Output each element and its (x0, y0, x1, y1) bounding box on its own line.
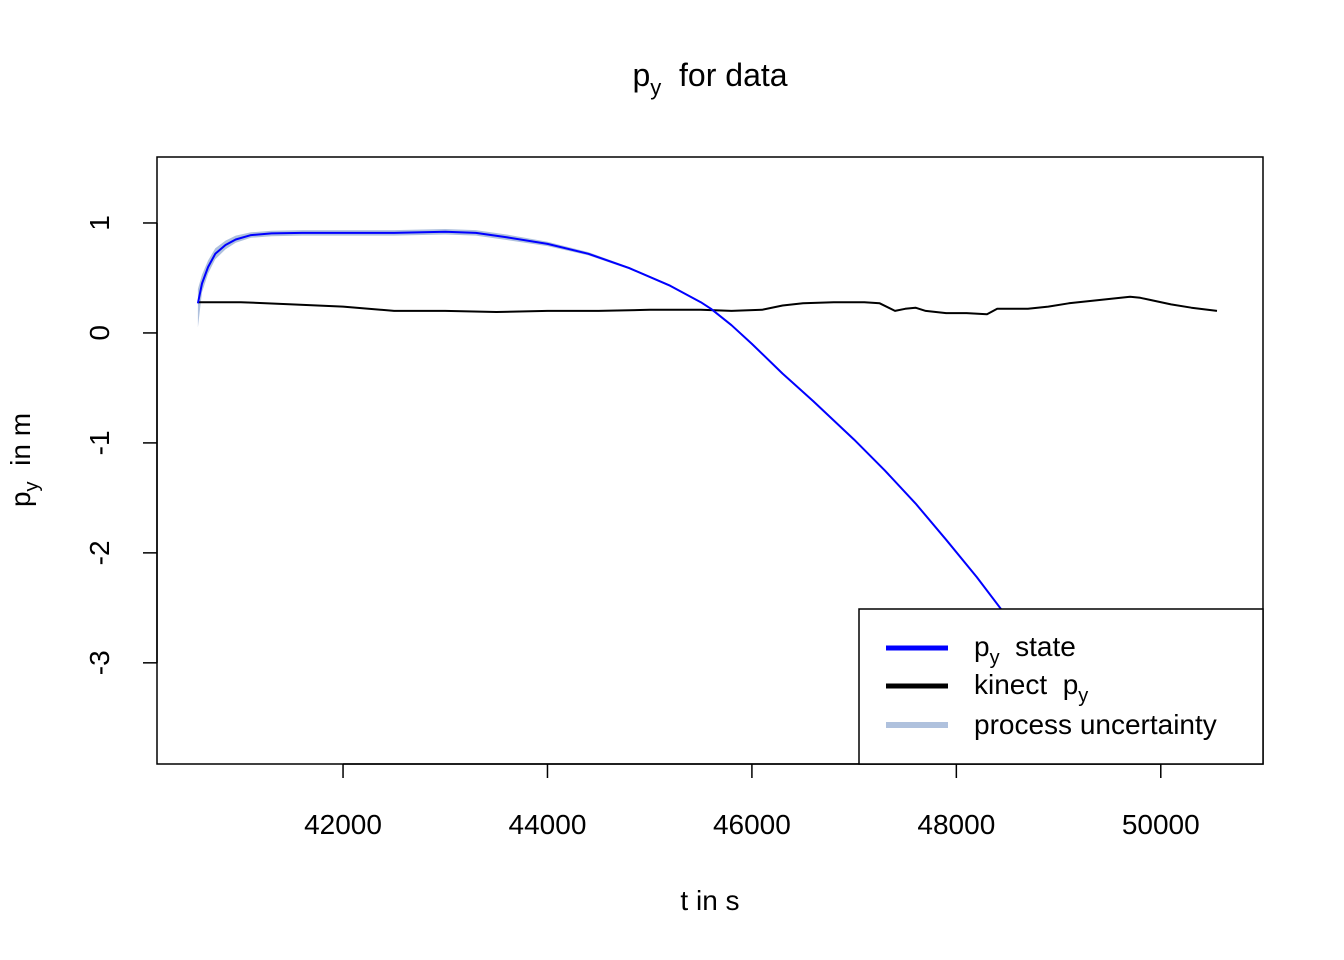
plot-area (196, 229, 1218, 625)
y-tick-label: -3 (84, 650, 115, 675)
y-axis-label-main: p (5, 491, 36, 507)
y-axis-label-rest: in m (5, 413, 36, 481)
legend-label-state: py state (974, 631, 1076, 669)
legend-label-kinect-main: kinect p (974, 669, 1078, 700)
series-line-state (196, 230, 1014, 625)
chart-title-subscript: y (650, 75, 661, 100)
y-tick-label: 1 (84, 215, 115, 231)
legend-label-uncertainty: process uncertainty (974, 709, 1217, 740)
x-tick-label: 42000 (304, 809, 382, 840)
x-tick-label: 44000 (509, 809, 587, 840)
chart-title: py for data (632, 57, 787, 100)
x-tick-label: 46000 (713, 809, 791, 840)
y-axis: -3 -2 -1 0 1 (84, 215, 158, 675)
y-tick-label: -2 (84, 540, 115, 565)
y-axis-label-subscript: y (21, 481, 43, 491)
x-tick-label: 48000 (917, 809, 995, 840)
chart-title-main: p (632, 57, 650, 93)
legend-label-state-rest: state (1000, 631, 1076, 662)
y-tick-label: 0 (84, 325, 115, 341)
legend-label-kinect-subscript: y (1078, 685, 1088, 707)
x-tick-label: 50000 (1122, 809, 1200, 840)
legend-label-kinect: kinect py (974, 669, 1088, 707)
legend-label-state-main: p (974, 631, 990, 662)
series-line-kinect (197, 295, 1218, 316)
chart-title-rest: for data (661, 57, 788, 93)
x-axis: 42000 44000 46000 48000 50000 (304, 763, 1200, 840)
y-tick-label: -1 (84, 430, 115, 455)
x-axis-label: t in s (680, 885, 739, 916)
y-axis-label: py in m (5, 413, 43, 507)
legend-label-state-subscript: y (990, 647, 1000, 669)
uncertainty-band (197, 229, 711, 328)
legend: py state kinect py process uncertainty (858, 608, 1264, 765)
